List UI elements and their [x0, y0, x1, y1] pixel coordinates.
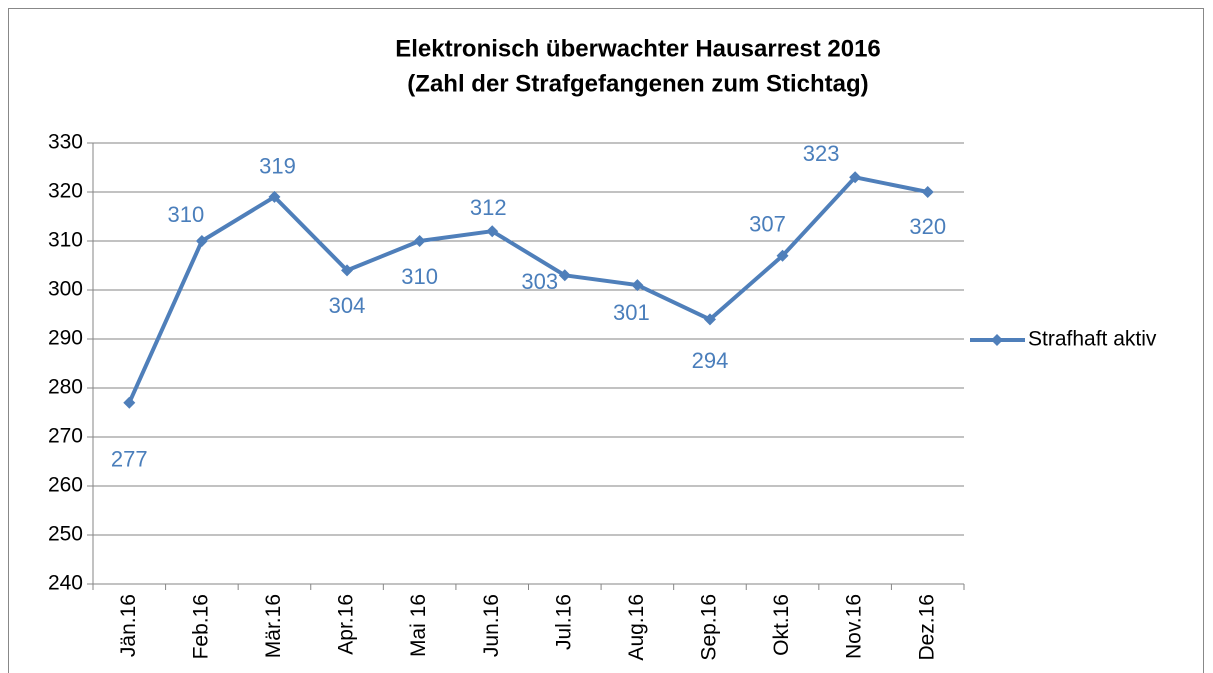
legend-marker [991, 334, 1003, 346]
data-point [558, 269, 571, 282]
y-tick-label: 260 [48, 474, 83, 497]
x-tick-label: Mai 16 [407, 594, 430, 657]
x-tick-label: Sep.16 [698, 594, 721, 661]
x-tick-label: Feb.16 [189, 594, 212, 659]
y-tick-label: 270 [48, 425, 83, 448]
data-label: 319 [259, 154, 296, 179]
y-tick-label: 280 [48, 376, 83, 399]
data-point [413, 235, 426, 247]
data-point [195, 235, 208, 247]
y-tick-label: 250 [48, 523, 83, 546]
y-tick-label: 290 [48, 327, 83, 350]
data-label: 310 [401, 264, 438, 289]
series-line [127, 175, 929, 404]
x-tick-label: Mär.16 [262, 594, 285, 658]
x-tick-label: Jul.16 [552, 594, 575, 650]
x-tick-label: Apr.16 [335, 594, 358, 655]
y-tick-label: 240 [48, 572, 83, 595]
data-label: 303 [521, 269, 558, 294]
data-label: 320 [909, 214, 946, 239]
y-tick-label: 320 [48, 180, 83, 203]
data-label: 301 [613, 300, 650, 325]
x-tick-label: Aug.16 [625, 594, 648, 661]
data-label: 304 [329, 293, 366, 318]
data-label: 307 [749, 212, 786, 237]
y-tick-label: 300 [48, 278, 83, 301]
chart-title: Elektronisch überwachter Hausarrest 2016 [395, 35, 881, 62]
data-point [268, 190, 281, 203]
legend-label: Strafhaft aktiv [1028, 328, 1157, 351]
data-point [849, 171, 862, 184]
x-tick-label: Jun.16 [480, 594, 503, 657]
data-point [486, 225, 499, 238]
data-point [631, 279, 644, 292]
data-label: 294 [692, 348, 729, 373]
data-point [703, 313, 716, 326]
y-tick-label: 310 [48, 229, 83, 252]
data-point [776, 249, 789, 262]
data-point [921, 186, 934, 198]
x-tick-label: Jän.16 [117, 594, 140, 657]
data-point [123, 396, 136, 409]
x-tick-label: Okt.16 [770, 594, 793, 656]
chart-subtitle: (Zahl der Strafgefangenen zum Stichtag) [407, 70, 868, 97]
x-tick-label: Dez.16 [915, 594, 938, 661]
x-tick-label: Nov.16 [843, 594, 866, 659]
data-label: 277 [111, 447, 148, 472]
data-label: 310 [168, 202, 205, 227]
data-label: 323 [803, 141, 840, 166]
data-point [341, 264, 354, 277]
data-label: 312 [470, 195, 507, 220]
y-tick-label: 330 [48, 131, 83, 154]
